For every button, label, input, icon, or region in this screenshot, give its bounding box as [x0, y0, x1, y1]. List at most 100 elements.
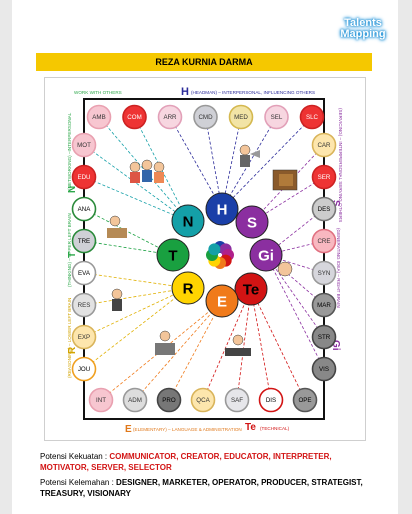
porter-illustration	[272, 169, 298, 191]
talent-label-mar: MAR	[317, 302, 331, 309]
thinking-label: (THINKING) – UPPER LEFT BRAIN	[67, 213, 72, 287]
talent-circle-saf	[224, 387, 250, 413]
cluster-letter-gi: Gi	[258, 248, 274, 265]
cluster-letter-h: H	[217, 202, 228, 219]
connector-line	[83, 176, 189, 222]
talent-circle-exp	[71, 324, 97, 350]
logo-line-2: Mapping	[340, 28, 386, 40]
cluster-circle-t	[156, 238, 190, 272]
cluster-circle-n	[171, 204, 205, 238]
hub-segment	[208, 243, 221, 256]
talent-label-pro: PRO	[162, 397, 176, 404]
talent-circle-mot	[71, 132, 97, 158]
cluster-circle-gi	[249, 238, 283, 272]
person-name: REZA KURNIA DARMA	[155, 57, 253, 67]
talent-label-ana: ANA	[78, 206, 92, 213]
cluster-letter-te: Te	[243, 282, 259, 299]
talent-circle-eva	[71, 260, 97, 286]
connector-line	[100, 300, 223, 401]
orator-illustration	[239, 144, 260, 167]
connector-line	[265, 254, 325, 306]
cluster-letter-s: S	[247, 215, 257, 232]
student-illustration	[107, 215, 127, 238]
logo-line-1: Talents	[344, 17, 382, 29]
cluster-circle-te	[234, 272, 268, 306]
talent-circle-com	[122, 104, 147, 130]
thinking-letter: T	[67, 252, 78, 258]
talent-label-edu: EDU	[77, 174, 90, 181]
connector-line	[236, 288, 252, 401]
talent-circle-dis	[258, 387, 284, 413]
talent-circle-res	[71, 292, 97, 318]
report-page: Talents Mapping REZA KURNIA DARMA H (HEA…	[12, 0, 398, 514]
thinker-illustration	[111, 288, 123, 311]
talents-diagram: H (HEADMAN) – INTERPERSONAL, INFLUENCING…	[44, 77, 366, 441]
elementary-letter: E	[125, 424, 132, 435]
cluster-letter-r: R	[183, 281, 194, 298]
diagram-frame	[83, 98, 325, 420]
talent-label-mot: MOT	[77, 142, 91, 149]
weaknesses-text: Potensi Kelemahan : DESIGNER, MARKETER, …	[40, 477, 370, 499]
talent-label-sel: SEL	[271, 114, 283, 121]
worker-illustration	[155, 330, 175, 355]
talent-circle-qca	[190, 387, 216, 413]
cluster-circle-h	[205, 192, 239, 226]
talent-label-str: STR	[318, 334, 331, 341]
connector-line	[221, 116, 277, 210]
strengths-values: COMMUNICATOR, CREATOR, EDUCATOR, INTERPR…	[40, 452, 332, 472]
work-with-others-label: WORK WITH OTHERS	[74, 90, 122, 95]
mechanic-illustration	[225, 334, 251, 356]
connector-line	[265, 254, 325, 370]
talent-circle-arr	[157, 104, 183, 130]
technical-letter: Te	[245, 422, 256, 433]
technical-label: (TECHNICAL)	[260, 426, 290, 431]
talent-label-qca: QCA	[196, 397, 210, 404]
talent-circle-car	[311, 132, 337, 158]
strengths-text: Potensi Kekuatan : COMMUNICATOR, CREATOR…	[40, 451, 370, 473]
talent-label-exp: EXP	[78, 334, 90, 341]
talents-diagram-svg: H (HEADMAN) – INTERPERSONAL, INFLUENCING…	[67, 86, 343, 435]
connector-line	[83, 272, 189, 289]
connector-line	[221, 116, 242, 210]
connector-line	[83, 144, 189, 222]
cluster-circle-r	[171, 271, 205, 305]
generating-letter: Gi	[330, 340, 341, 351]
connector-line	[250, 288, 272, 401]
talent-label-cmd: CMD	[198, 114, 213, 121]
talent-label-eva: EVA	[78, 270, 91, 277]
talent-circle-edu	[71, 164, 97, 190]
connector-line	[83, 287, 189, 370]
talent-circle-ser	[311, 164, 337, 190]
talent-circle-adm	[122, 387, 148, 413]
talent-circle-jou	[71, 356, 97, 382]
talent-circle-ana	[71, 196, 97, 222]
connector-line	[83, 208, 174, 256]
talent-label-syn: SYN	[318, 270, 331, 277]
talent-label-ser: SER	[318, 174, 331, 181]
connector-line	[83, 287, 189, 306]
talent-circle-int	[88, 387, 114, 413]
cluster-circle-e	[205, 284, 239, 318]
talent-label-slc: SLC	[306, 114, 319, 121]
connector-line	[250, 288, 306, 401]
talent-label-vis: VIS	[319, 366, 329, 373]
children-illustration	[129, 159, 165, 183]
talent-label-des: DES	[318, 206, 331, 213]
connector-line	[265, 254, 325, 338]
talent-label-arr: ARR	[163, 114, 177, 121]
servicing-letter: S	[330, 200, 341, 207]
talent-label-adm: ADM	[128, 397, 142, 404]
reasoning-label: (REASONING) – LOWER LEFT BRAIN	[67, 298, 72, 378]
networking-label: (NETWORKING) –INTERPERSONAL	[67, 112, 72, 190]
headman-label: (HEADMAN) – INTERPERSONAL, INFLUENCING O…	[191, 90, 315, 95]
talent-circle-med	[228, 104, 254, 130]
talent-label-dis: DIS	[266, 397, 276, 404]
cluster-letter-n: N	[183, 214, 194, 231]
talent-circle-cre	[311, 228, 337, 254]
connector-line	[134, 116, 189, 222]
name-header: REZA KURNIA DARMA	[36, 53, 372, 71]
talent-circle-sel	[264, 104, 289, 130]
talent-circle-slc	[299, 104, 325, 130]
strengths-label: Potensi Kekuatan :	[40, 452, 110, 461]
networking-letter: N	[67, 186, 78, 193]
